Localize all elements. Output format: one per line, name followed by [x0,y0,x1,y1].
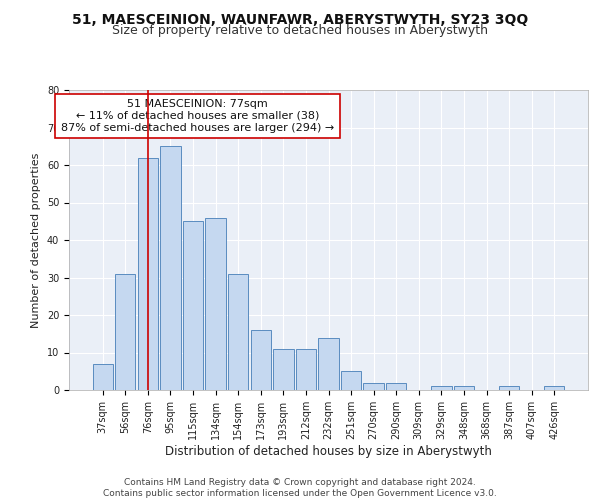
Bar [183,221,203,390]
X-axis label: Distribution of detached houses by size in Aberystwyth: Distribution of detached houses by size … [165,444,492,458]
Bar [228,274,248,390]
Bar [319,338,338,390]
Bar [454,386,474,390]
Bar [160,146,181,390]
Bar [273,349,293,390]
Text: 51 MAESCEINION: 77sqm
← 11% of detached houses are smaller (38)
87% of semi-deta: 51 MAESCEINION: 77sqm ← 11% of detached … [61,100,334,132]
Bar [364,382,384,390]
Text: 51, MAESCEINION, WAUNFAWR, ABERYSTWYTH, SY23 3QQ: 51, MAESCEINION, WAUNFAWR, ABERYSTWYTH, … [72,12,528,26]
Bar [92,364,113,390]
Bar [138,158,158,390]
Bar [386,382,406,390]
Bar [251,330,271,390]
Bar [205,218,226,390]
Text: Size of property relative to detached houses in Aberystwyth: Size of property relative to detached ho… [112,24,488,37]
Y-axis label: Number of detached properties: Number of detached properties [31,152,41,328]
Bar [544,386,565,390]
Bar [296,349,316,390]
Bar [431,386,452,390]
Bar [115,274,136,390]
Bar [499,386,519,390]
Text: Contains HM Land Registry data © Crown copyright and database right 2024.
Contai: Contains HM Land Registry data © Crown c… [103,478,497,498]
Bar [341,371,361,390]
